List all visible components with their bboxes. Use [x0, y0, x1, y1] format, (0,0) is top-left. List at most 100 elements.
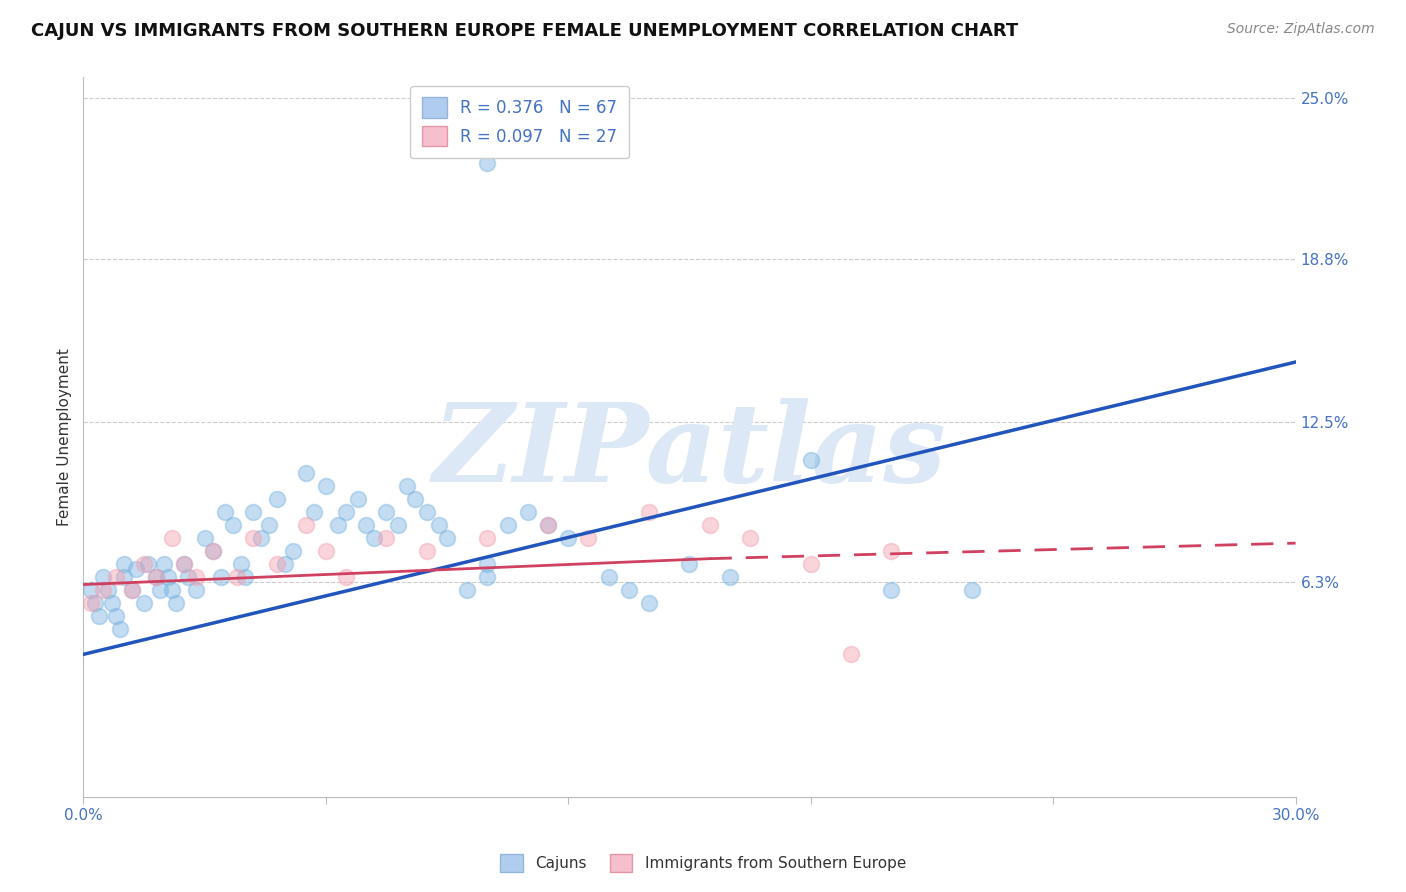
Point	[294, 518, 316, 533]
Point	[427, 518, 450, 533]
Point	[283, 544, 305, 558]
Point	[121, 582, 143, 597]
Point	[145, 570, 167, 584]
Point	[496, 518, 519, 533]
Point	[800, 453, 823, 467]
Point	[201, 544, 224, 558]
Point	[477, 531, 499, 545]
Point	[738, 531, 761, 545]
Point	[363, 531, 385, 545]
Point	[93, 570, 115, 584]
Point	[315, 544, 337, 558]
Point	[638, 505, 661, 519]
Point	[160, 531, 183, 545]
Point	[125, 562, 148, 576]
Point	[880, 582, 903, 597]
Point	[477, 557, 499, 571]
Point	[375, 505, 398, 519]
Point	[80, 582, 103, 597]
Point	[699, 518, 721, 533]
Point	[132, 557, 155, 571]
Point	[537, 518, 560, 533]
Point	[112, 557, 135, 571]
Point	[229, 557, 252, 571]
Point	[404, 492, 426, 507]
Point	[173, 557, 195, 571]
Point	[233, 570, 256, 584]
Point	[436, 531, 458, 545]
Point	[160, 582, 183, 597]
Point	[315, 479, 337, 493]
Point	[557, 531, 579, 545]
Point	[132, 596, 155, 610]
Point	[375, 531, 398, 545]
Y-axis label: Female Unemployment: Female Unemployment	[58, 348, 72, 526]
Point	[89, 608, 111, 623]
Point	[250, 531, 273, 545]
Point	[104, 570, 127, 584]
Point	[222, 518, 245, 533]
Point	[112, 570, 135, 584]
Point	[100, 596, 122, 610]
Point	[225, 570, 247, 584]
Point	[165, 596, 187, 610]
Point	[209, 570, 232, 584]
Point	[294, 467, 316, 481]
Point	[153, 557, 176, 571]
Point	[136, 557, 159, 571]
Point	[718, 570, 741, 584]
Point	[257, 518, 280, 533]
Text: ZIPatlas: ZIPatlas	[433, 398, 946, 505]
Point	[880, 544, 903, 558]
Point	[598, 570, 620, 584]
Point	[354, 518, 377, 533]
Point	[177, 570, 200, 584]
Point	[108, 622, 131, 636]
Point	[121, 582, 143, 597]
Point	[173, 557, 195, 571]
Point	[149, 582, 172, 597]
Point	[387, 518, 409, 533]
Point	[617, 582, 640, 597]
Point	[242, 505, 264, 519]
Text: Source: ZipAtlas.com: Source: ZipAtlas.com	[1227, 22, 1375, 37]
Point	[416, 505, 439, 519]
Point	[962, 582, 984, 597]
Point	[242, 531, 264, 545]
Point	[456, 582, 478, 597]
Point	[678, 557, 700, 571]
Point	[839, 648, 862, 662]
Point	[96, 582, 118, 597]
Point	[800, 557, 823, 571]
Text: CAJUN VS IMMIGRANTS FROM SOUTHERN EUROPE FEMALE UNEMPLOYMENT CORRELATION CHART: CAJUN VS IMMIGRANTS FROM SOUTHERN EUROPE…	[31, 22, 1018, 40]
Point	[84, 596, 107, 610]
Point	[186, 582, 208, 597]
Point	[335, 570, 357, 584]
Point	[326, 518, 349, 533]
Point	[516, 505, 538, 519]
Point	[93, 582, 115, 597]
Point	[302, 505, 325, 519]
Point	[274, 557, 297, 571]
Legend: Cajuns, Immigrants from Southern Europe: Cajuns, Immigrants from Southern Europe	[492, 846, 914, 880]
Point	[416, 544, 439, 558]
Legend: R = 0.376   N = 67, R = 0.097   N = 27: R = 0.376 N = 67, R = 0.097 N = 27	[411, 86, 628, 158]
Point	[104, 608, 127, 623]
Point	[193, 531, 215, 545]
Point	[186, 570, 208, 584]
Point	[638, 596, 661, 610]
Point	[157, 570, 180, 584]
Point	[578, 531, 600, 545]
Point	[335, 505, 357, 519]
Point	[395, 479, 418, 493]
Point	[145, 570, 167, 584]
Point	[477, 570, 499, 584]
Point	[80, 596, 103, 610]
Point	[477, 156, 499, 170]
Point	[201, 544, 224, 558]
Point	[537, 518, 560, 533]
Point	[266, 557, 288, 571]
Point	[266, 492, 288, 507]
Point	[347, 492, 370, 507]
Point	[214, 505, 236, 519]
